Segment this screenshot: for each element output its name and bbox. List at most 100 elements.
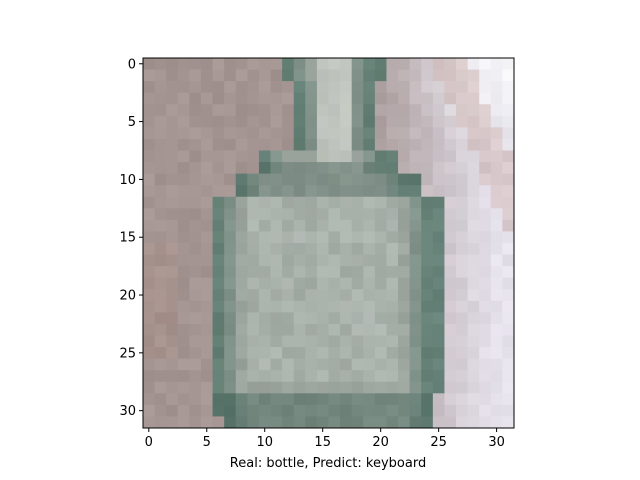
- image-pixel: [386, 243, 399, 255]
- image-pixel: [293, 300, 306, 313]
- image-pixel: [212, 185, 225, 198]
- image-pixel: [282, 208, 295, 221]
- image-pixel: [421, 185, 434, 198]
- image-pixel: [305, 173, 318, 186]
- image-pixel: [328, 150, 341, 163]
- image-pixel: [340, 185, 353, 198]
- y-tick-label: 15: [119, 231, 136, 246]
- image-pixel: [490, 347, 503, 360]
- image-pixel: [270, 185, 283, 198]
- image-pixel: [363, 277, 376, 290]
- image-pixel: [305, 277, 318, 290]
- image-pixel: [258, 92, 271, 105]
- image-pixel: [189, 254, 202, 267]
- x-tick-label: 0: [145, 435, 153, 450]
- image-pixel: [490, 208, 503, 221]
- image-pixel: [293, 254, 306, 267]
- image-pixel: [200, 127, 213, 140]
- image-pixel: [270, 58, 283, 70]
- image-pixel: [154, 312, 167, 325]
- image-pixel: [502, 266, 514, 279]
- image-pixel: [502, 358, 514, 371]
- image-pixel: [166, 185, 179, 198]
- image-pixel: [409, 277, 422, 290]
- image-pixel: [224, 254, 237, 267]
- image-pixel: [398, 69, 411, 82]
- image-pixel: [212, 58, 225, 70]
- image-pixel: [421, 393, 434, 406]
- image-pixel: [479, 370, 492, 383]
- image-pixel: [247, 370, 260, 383]
- image-pixel: [374, 277, 387, 290]
- image-pixel: [212, 92, 225, 105]
- image-pixel: [200, 219, 213, 232]
- image-pixel: [282, 289, 295, 302]
- image-pixel: [305, 81, 318, 94]
- image-pixel: [316, 208, 329, 221]
- image-pixel: [502, 323, 514, 336]
- image-pixel: [166, 416, 179, 428]
- image-pixel: [351, 335, 364, 348]
- image-pixel: [177, 196, 190, 209]
- image-pixel: [316, 69, 329, 82]
- image-pixel: [282, 173, 295, 186]
- image-pixel: [502, 104, 514, 117]
- image-pixel: [340, 347, 353, 360]
- image-pixel: [305, 208, 318, 221]
- image-pixel: [374, 323, 387, 336]
- image-pixel: [409, 323, 422, 336]
- image-pixel: [328, 92, 341, 105]
- image-pixel: [305, 243, 318, 255]
- image-pixel: [351, 104, 364, 117]
- image-pixel: [282, 196, 295, 209]
- image-pixel: [467, 335, 480, 348]
- image-pixel: [316, 138, 329, 151]
- image-pixel: [479, 404, 492, 417]
- image-pixel: [502, 162, 514, 175]
- image-pixel: [432, 196, 445, 209]
- image-pixel: [456, 254, 469, 267]
- image-pixel: [305, 312, 318, 325]
- image-pixel: [340, 208, 353, 221]
- image-pixel: [432, 404, 445, 417]
- image-pixel: [386, 196, 399, 209]
- image-pixel: [340, 370, 353, 383]
- image-pixel: [166, 115, 179, 128]
- image-pixel: [177, 381, 190, 394]
- image-pixel: [340, 92, 353, 105]
- image-pixel: [282, 150, 295, 163]
- image-pixel: [235, 404, 248, 417]
- image-pixel: [444, 104, 457, 117]
- image-pixel: [363, 243, 376, 255]
- image-pixel: [293, 243, 306, 255]
- image-pixel: [258, 127, 271, 140]
- image-pixel: [432, 243, 445, 255]
- image-pixel: [224, 347, 237, 360]
- image-pixel: [398, 243, 411, 255]
- image-pixel: [258, 277, 271, 290]
- image-pixel: [421, 219, 434, 232]
- image-pixel: [270, 92, 283, 105]
- image-pixel: [247, 404, 260, 417]
- x-tick-label: 25: [430, 435, 447, 450]
- image-pixel: [143, 196, 155, 209]
- image-pixel: [258, 115, 271, 128]
- image-pixel: [143, 185, 155, 198]
- image-pixel: [258, 323, 271, 336]
- image-pixel: [212, 173, 225, 186]
- image-pixel: [305, 138, 318, 151]
- image-pixel: [143, 300, 155, 313]
- image-pixel: [143, 219, 155, 232]
- image-pixel: [467, 81, 480, 94]
- image-pixel: [421, 81, 434, 94]
- image-pixel: [340, 277, 353, 290]
- image-pixel: [490, 358, 503, 371]
- image-pixel: [212, 404, 225, 417]
- image-pixel: [351, 150, 364, 163]
- image-pixel: [282, 393, 295, 406]
- image-pixel: [177, 347, 190, 360]
- image-pixel: [200, 358, 213, 371]
- image-pixel: [328, 300, 341, 313]
- image-pixel: [479, 208, 492, 221]
